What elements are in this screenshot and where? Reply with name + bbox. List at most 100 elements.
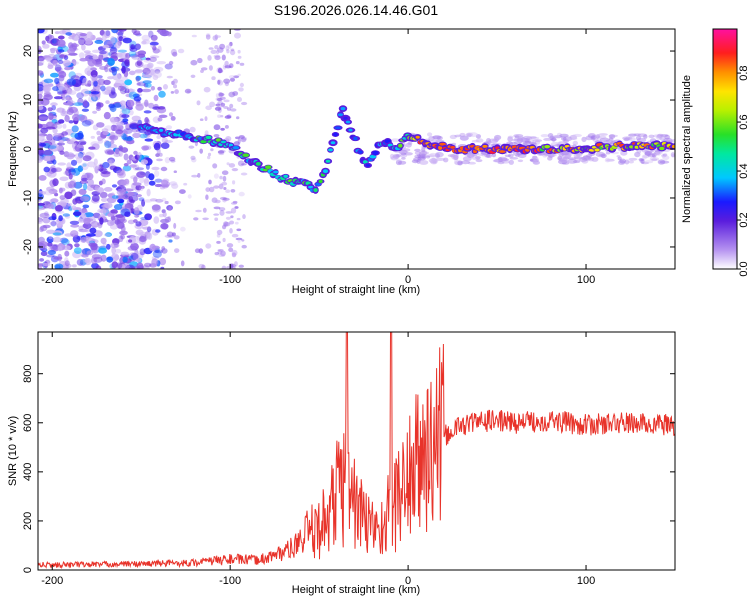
- spectral-noise-blob: [148, 102, 155, 109]
- spectral-noise-blob: [50, 48, 56, 54]
- spectral-halo: [572, 133, 582, 138]
- spectral-noise-blob: [110, 140, 115, 145]
- spectral-noise-blob: [111, 184, 118, 188]
- spectral-noise-blob: [217, 114, 222, 118]
- spectral-noise-blob: [155, 198, 164, 203]
- spectral-noise-blob: [160, 223, 169, 230]
- spectral-noise-blob: [157, 45, 162, 53]
- spectral-noise-blob: [96, 75, 103, 79]
- spectral-noise-blob: [81, 162, 89, 171]
- spectral-noise-blob: [225, 216, 231, 220]
- spectral-halo: [504, 154, 511, 158]
- spectral-noise-blob: [88, 242, 98, 247]
- spectral-noise-blob: [67, 202, 73, 207]
- spectral-noise-blob: [237, 73, 241, 77]
- spectral-noise-blob: [74, 196, 82, 201]
- ridge-point: [322, 169, 329, 174]
- spectral-noise-blob: [145, 71, 153, 79]
- snr-ytick-label: 0: [22, 567, 34, 573]
- spectral-noise-blob: [226, 162, 230, 166]
- spectral-noise-blob: [210, 49, 217, 55]
- spectral-halo: [528, 141, 537, 145]
- spectral-noise-blob: [236, 228, 242, 232]
- spectral-noise-blob: [123, 136, 134, 141]
- spectral-noise-blob: [166, 75, 173, 79]
- spectral-noise-blob: [118, 76, 129, 81]
- ridge-point: [343, 116, 348, 120]
- colorbar-tick-label: 0.0: [738, 261, 750, 276]
- spectral-noise-blob: [44, 211, 49, 216]
- spectral-noise-blob: [209, 186, 215, 193]
- spectral-noise-blob: [208, 179, 212, 185]
- spectral-noise-blob: [54, 77, 60, 85]
- spectral-noise-blob: [82, 223, 89, 228]
- spectral-halo: [454, 134, 462, 138]
- spectral-noise-blob: [102, 161, 110, 169]
- spectral-halo: [664, 134, 670, 140]
- spectral-noise-blob: [47, 64, 54, 69]
- spectral-noise-blob: [229, 41, 233, 47]
- spectral-halo: [526, 137, 531, 140]
- spectral-halo: [595, 134, 600, 139]
- spectral-noise-blob: [110, 36, 116, 44]
- spectral-noise-blob: [139, 251, 145, 256]
- spectral-noise-blob: [79, 262, 85, 267]
- spectrogram-ytick-label: -10: [22, 190, 34, 206]
- spectral-noise-blob: [104, 140, 110, 146]
- spectral-noise-blob: [115, 124, 124, 131]
- spectral-noise-blob: [46, 254, 55, 258]
- spectral-noise-blob: [157, 106, 166, 110]
- spectral-noise-blob: [62, 89, 67, 95]
- spectral-halo: [551, 137, 556, 142]
- spectral-noise-blob: [152, 74, 159, 81]
- spectral-noise-blob: [134, 167, 144, 171]
- spectral-noise-blob: [191, 34, 197, 38]
- spectral-noise-blob: [161, 29, 167, 34]
- spectral-halo: [599, 137, 610, 142]
- spectral-noise-blob: [78, 37, 86, 46]
- snr-xtick-label: -100: [219, 575, 241, 587]
- spectral-noise-blob: [217, 150, 225, 154]
- spectral-noise-blob: [81, 120, 92, 127]
- spectral-halo: [633, 133, 641, 137]
- spectral-noise-blob: [87, 80, 92, 87]
- spectral-noise-blob: [54, 31, 60, 35]
- spectral-noise-blob: [223, 223, 227, 227]
- spectral-noise-blob: [235, 61, 240, 65]
- spectral-noise-blob: [146, 234, 151, 240]
- spectral-noise-blob: [46, 236, 54, 243]
- spectral-noise-blob: [238, 135, 245, 139]
- spectral-noise-blob: [61, 108, 66, 115]
- spectral-noise-blob: [159, 257, 167, 266]
- spectral-noise-blob: [55, 205, 63, 212]
- spectral-noise-blob: [137, 53, 146, 58]
- ridge-point: [594, 148, 600, 152]
- spectral-noise-blob: [101, 197, 108, 202]
- spectral-halo: [462, 156, 472, 162]
- spectral-noise-blob: [197, 173, 201, 178]
- ridge-point: [232, 146, 240, 150]
- spectral-noise-blob: [145, 82, 152, 88]
- spectral-halo: [547, 133, 554, 139]
- spectral-noise-blob: [161, 197, 167, 202]
- spectral-noise-blob: [225, 211, 233, 214]
- spectral-noise-blob: [205, 187, 211, 193]
- spectral-noise-blob: [68, 106, 73, 111]
- spectral-halo: [598, 133, 608, 136]
- spectral-noise-blob: [148, 173, 155, 181]
- spectral-noise-blob: [171, 232, 176, 237]
- spectral-noise-blob: [50, 220, 57, 227]
- spectral-noise-blob: [217, 67, 223, 74]
- spectral-noise-blob: [131, 115, 141, 122]
- ridge-point: [369, 154, 377, 159]
- spectral-noise-blob: [157, 86, 162, 91]
- spectral-noise-blob: [135, 103, 144, 111]
- spectral-halo: [475, 138, 484, 143]
- spectral-noise-blob: [58, 49, 65, 53]
- spectral-noise-blob: [114, 102, 122, 109]
- spectral-noise-blob: [99, 217, 104, 225]
- spectral-noise-blob: [54, 123, 63, 129]
- spectral-halo: [581, 156, 592, 161]
